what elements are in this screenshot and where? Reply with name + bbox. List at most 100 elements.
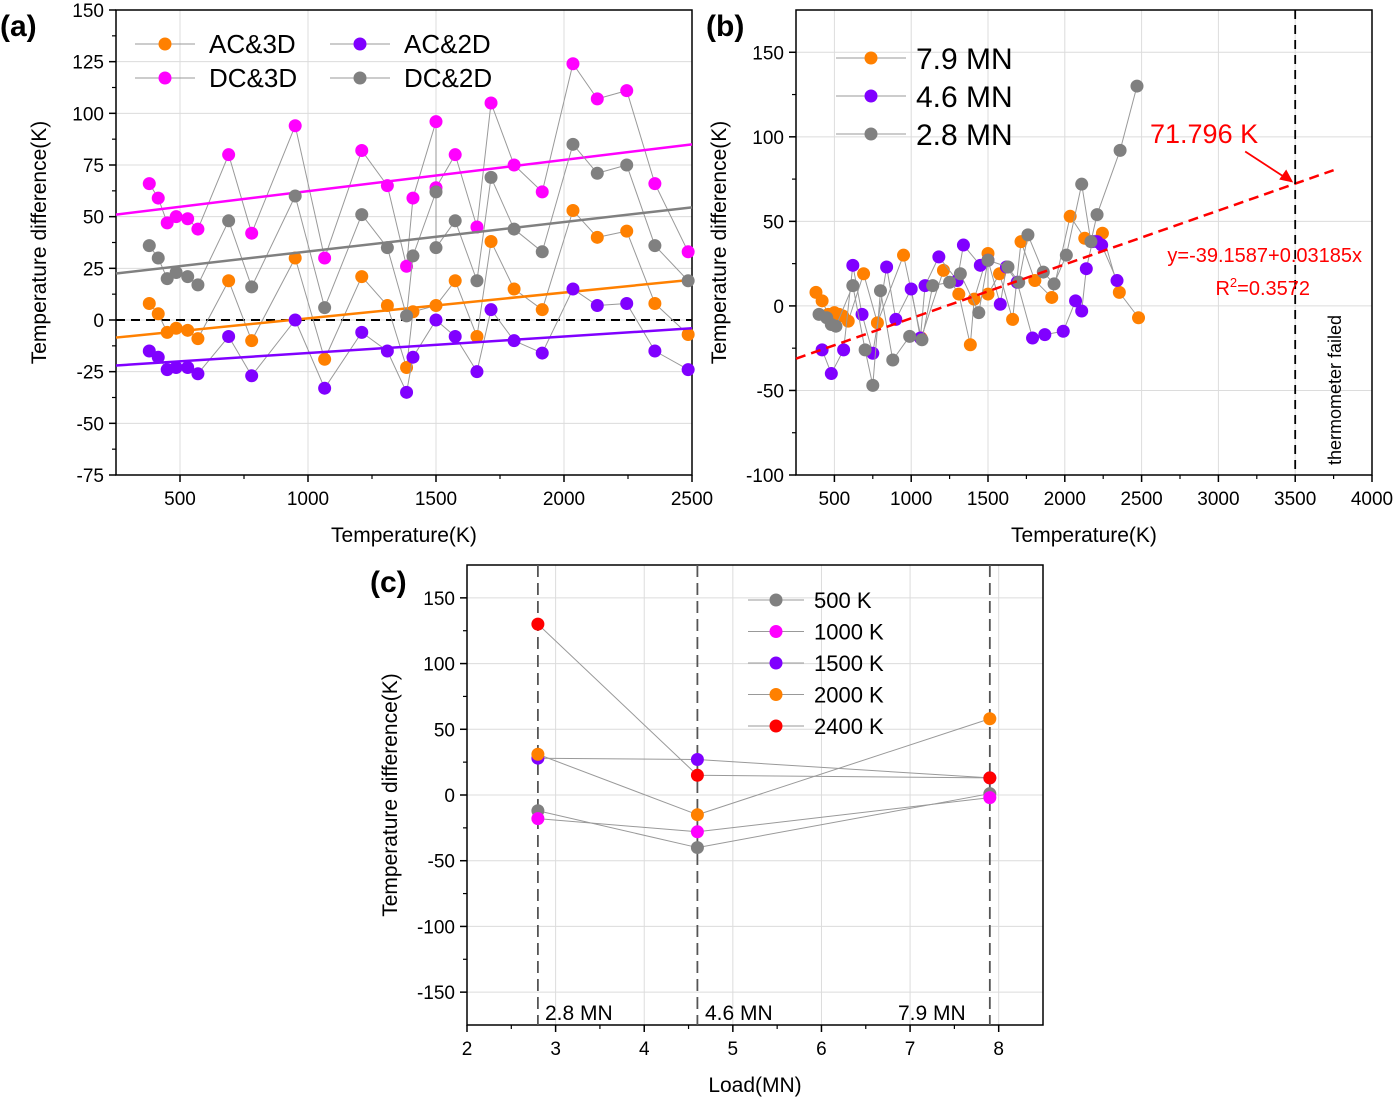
fit-line-DC&2D [115,206,693,275]
data-point-2.8 MN [915,333,929,347]
x-tick-label: 1000 [287,489,329,510]
data-point-AC&2D [380,344,394,358]
data-point-4.6 MN [1095,238,1109,252]
legend-label: 2400 K [814,714,884,739]
fit-r2-superscript: 2 [1230,275,1237,290]
data-point-2.8 MN [972,306,986,320]
data-point-AC&2D [620,296,634,310]
data-point-2.8 MN [1130,79,1144,93]
x-tick-label: 7 [905,1039,916,1060]
data-point-7.9 MN [981,287,995,301]
y-tick-label: 100 [423,655,455,676]
data-point-AC&3D [535,303,549,317]
y-tick-label: 50 [763,212,784,233]
legend-marker [769,625,783,638]
legend-marker [353,71,367,85]
data-point-DC&3D [169,210,183,224]
data-point-2.8 MN [1075,177,1089,191]
panel-label: (b) [706,10,744,43]
data-point-2.8 MN [886,353,900,367]
y-axis-label: Temperature difference(K) [708,121,731,365]
fit-r2-value: =0.3572 [1237,278,1310,300]
data-point-AC&3D [448,274,462,288]
data-point-AC&3D [590,230,604,244]
data-point-4.6 MN [1038,328,1052,342]
data-point-AC&3D [288,251,302,265]
data-point-DC&3D [191,222,205,236]
y-tick-label: 75 [83,156,104,177]
data-point-1500 K [690,753,704,767]
data-point-2.8 MN [1001,260,1015,274]
data-point-1000 K [531,812,545,826]
data-point-4.6 MN [1075,304,1089,318]
data-point-AC&2D [406,350,420,364]
panel-label: (a) [0,10,37,43]
data-point-2.8 MN [1059,248,1073,262]
data-point-500 K [690,841,704,855]
data-point-AC&3D [169,321,183,335]
data-point-DC&3D [620,84,634,98]
data-point-AC&2D [681,363,695,377]
legend-marker [769,593,783,607]
x-tick-label: 3000 [1197,489,1239,510]
data-point-2.8 MN [926,279,940,293]
data-point-2.8 MN [829,319,843,333]
x-tick-label: 500 [164,489,196,510]
data-point-DC&2D [535,245,549,259]
x-tick-label: 6 [816,1039,827,1060]
data-point-DC&3D [151,191,165,205]
data-point-2000 K [690,808,704,822]
y-tick-label: -50 [428,852,455,873]
data-point-AC&3D [566,203,580,217]
data-point-DC&3D [648,177,662,191]
data-point-4.6 MN [1056,324,1070,338]
data-point-2.8 MN [943,275,957,289]
data-point-DC&2D [151,251,165,265]
data-point-AC&2D [169,361,183,375]
y-tick-label: -100 [746,466,784,487]
y-tick-label: 150 [72,1,104,22]
data-point-AC&3D [142,296,156,310]
legend-label: 4.6 MN [916,81,1013,114]
fit-line-DC&3D [115,143,693,216]
y-tick-label: 50 [83,208,104,229]
data-point-AC&2D [181,361,195,375]
legend-label: 1500 K [814,651,884,676]
data-point-2400 K [531,617,545,631]
data-point-AC&2D [429,313,443,327]
data-point-DC&2D [470,274,484,288]
data-point-7.9 MN [1006,312,1020,326]
legend-marker [864,51,878,65]
data-point-AC&3D [681,327,695,341]
data-point-7.9 MN [897,248,911,262]
data-point-2400 K [983,771,997,785]
data-point-AC&3D [484,234,498,248]
data-point-DC&3D [355,144,369,158]
data-point-4.6 MN [1026,331,1040,345]
data-point-4.6 MN [1069,294,1083,308]
y-tick-label: 150 [423,589,455,610]
data-point-DC&2D [288,189,302,203]
legend-marker [864,127,878,141]
x-tick-label: 2000 [1044,489,1086,510]
data-point-AC&3D [380,299,394,313]
data-point-AC&3D [181,323,195,337]
data-point-2.8 MN [866,378,880,392]
x-tick-label: 2500 [1120,489,1162,510]
legend-marker [864,89,878,103]
fit-line-AC&3D [115,278,693,339]
y-tick-label: 0 [444,786,455,807]
data-point-1000 K [690,825,704,839]
data-point-DC&3D [484,96,498,110]
data-point-2000 K [983,712,997,726]
data-point-7.9 MN [963,338,977,352]
data-point-AC&2D [288,313,302,327]
data-point-2.8 MN [953,267,967,281]
data-point-DC&3D [507,158,521,172]
legend-label: 2.8 MN [916,119,1013,152]
data-point-AC&3D [648,296,662,310]
data-point-DC&3D [288,119,302,133]
fit-line-AC&2D [115,327,693,367]
data-point-DC&2D [681,274,695,288]
